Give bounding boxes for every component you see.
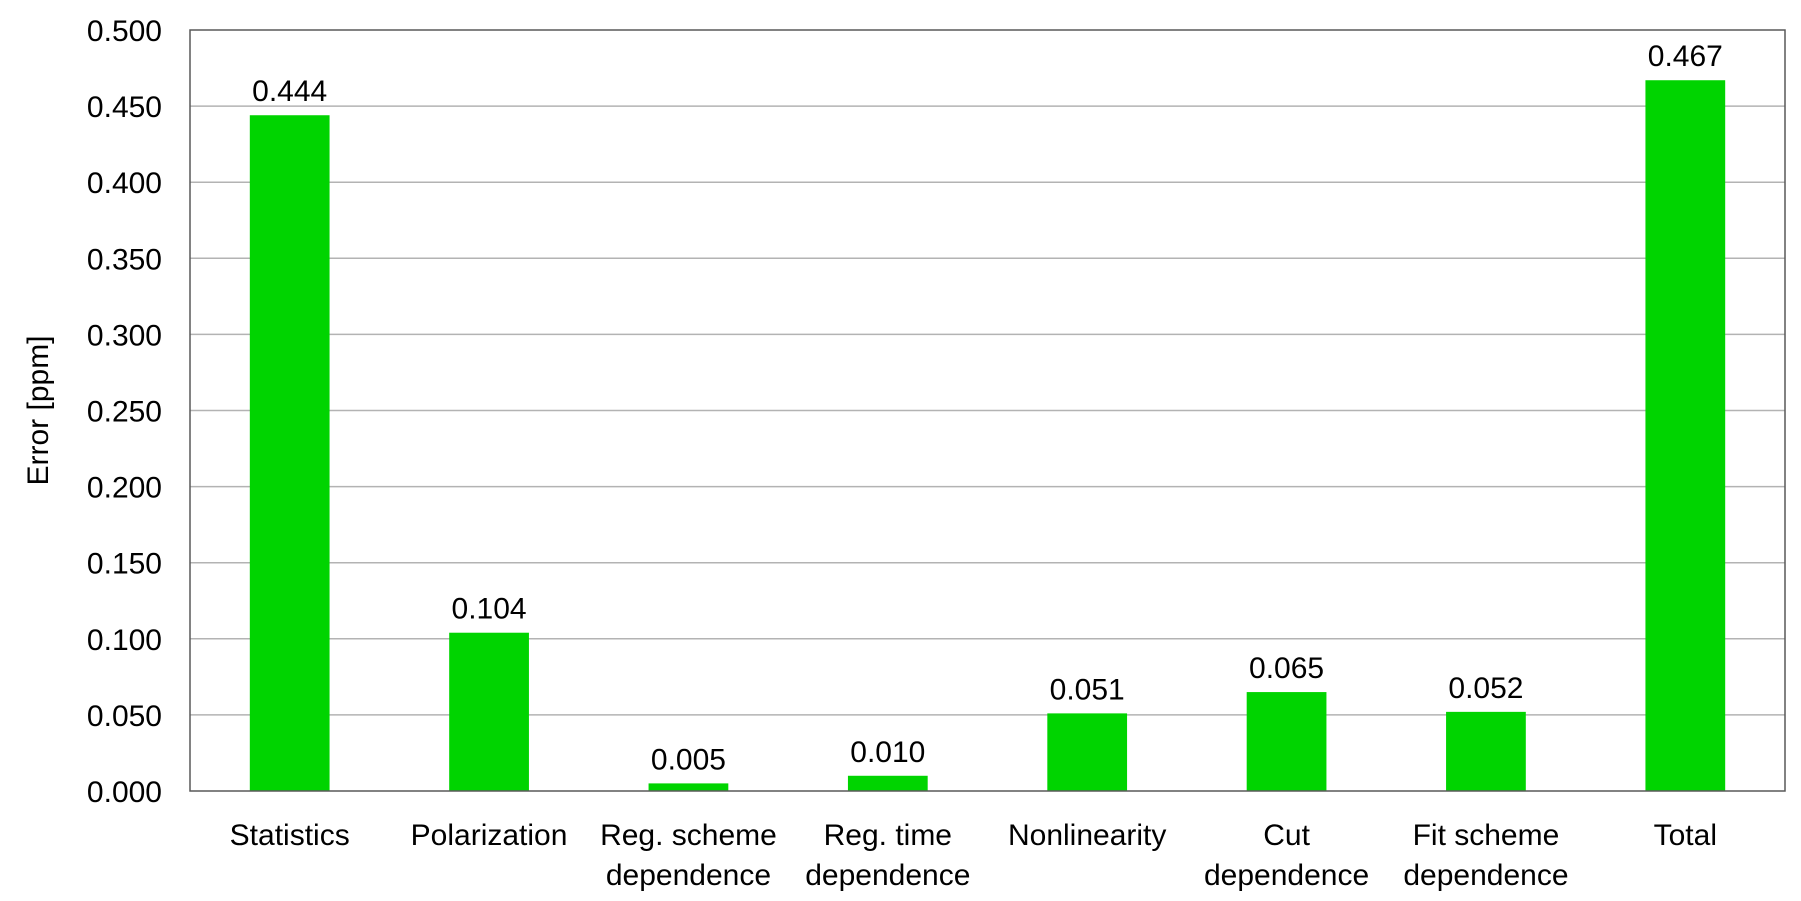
x-category-label: Reg. time dependence [805,819,970,892]
x-category-label-line: dependence [606,859,771,892]
x-category-label-line: dependence [805,859,970,892]
y-tick-label: 0.100 [87,624,162,657]
plot-area-frame [189,29,1786,792]
bars [249,80,1726,792]
y-tick-label: 0.200 [87,472,162,505]
x-category-label: Statistics [230,819,350,852]
x-category-label: Cut dependence [1204,819,1369,892]
data-label: 0.051 [1050,673,1125,706]
data-labels: 0.444 0.104 0.005 0.010 0.051 0.065 0.052 0.467 [252,40,1723,776]
data-label: 0.065 [1249,652,1324,685]
data-label: 0.005 [651,743,726,776]
data-label: 0.052 [1448,672,1523,705]
y-tick-label: 0.450 [87,91,162,124]
bar [648,783,729,791]
x-category-label-line: Cut [1263,819,1310,852]
data-label: 0.010 [850,736,925,769]
bar [1047,713,1128,791]
x-axis-categories: Statistics Polarization Reg. scheme depende… [230,819,1717,892]
bar [1246,692,1327,791]
y-tick-label: 0.400 [87,167,162,200]
y-tick-label: 0.050 [87,700,162,733]
bar [249,115,330,792]
y-axis-ticks: 0.000 0.050 0.100 0.150 0.200 0.250 0.300 0.350… [87,15,162,809]
y-tick-label: 0.500 [87,15,162,48]
x-category-label-line: Total [1654,819,1717,852]
x-category-label: Reg. scheme dependence [600,819,777,892]
y-tick-label: 0.150 [87,548,162,581]
x-category-label-line: Statistics [230,819,350,852]
y-tick-label: 0.350 [87,243,162,276]
y-tick-label: 0.250 [87,396,162,429]
x-category-label: Nonlinearity [1008,819,1166,852]
bar [449,632,529,791]
x-category-label-line: Polarization [411,819,568,852]
x-category-label-line: Reg. time [824,819,952,852]
x-category-label-line: dependence [1403,859,1568,892]
x-category-label: Total [1654,819,1717,852]
x-category-label: Fit scheme dependence [1403,819,1568,892]
y-tick-label: 0.000 [87,776,162,809]
x-category-label-line: dependence [1204,859,1369,892]
x-category-label-line: Nonlinearity [1008,819,1166,852]
bar [1645,80,1726,791]
x-category-label: Polarization [411,819,568,852]
y-axis-title: Error [ppm] [22,335,55,485]
data-label: 0.104 [452,593,527,626]
x-category-label-line: Reg. scheme [600,819,777,852]
data-label: 0.467 [1648,40,1723,73]
x-category-label-line: Fit scheme [1413,819,1560,852]
data-label: 0.444 [252,75,327,108]
gridlines [190,105,1785,716]
bar [1446,711,1526,791]
y-tick-label: 0.300 [87,319,162,352]
bar [847,775,928,791]
